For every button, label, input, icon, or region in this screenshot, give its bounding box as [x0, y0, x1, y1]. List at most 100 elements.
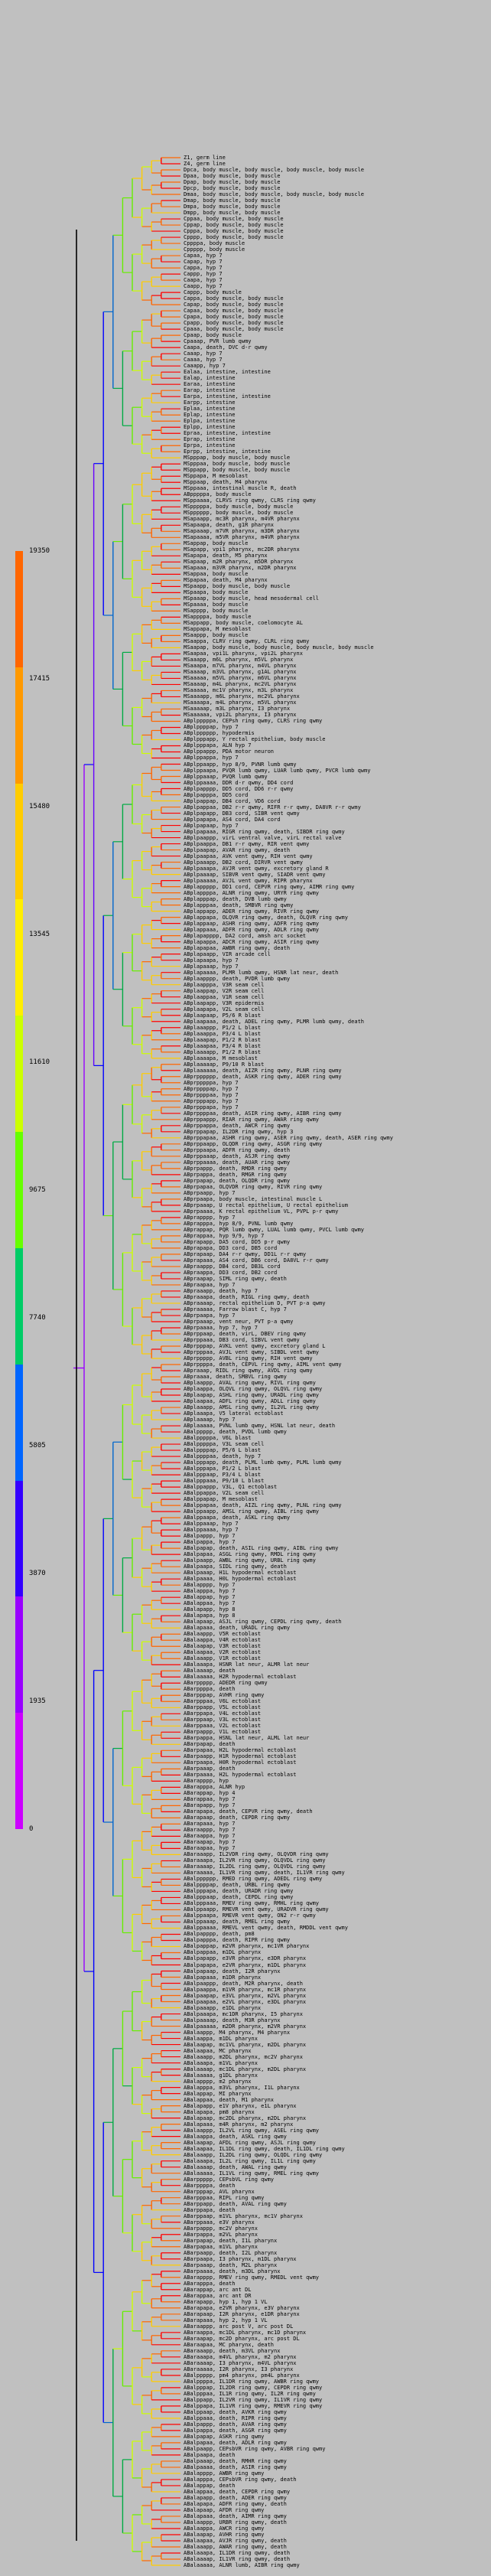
leaf-label: ABalppaaaa, hyp 7 — [184, 1527, 239, 1534]
leaf-label: ABarapaap, I2R pharynx, e1DR pharynx — [184, 2310, 300, 2317]
leaf-label: ABprpaaap, U rectal epithelium, U rectal… — [184, 1202, 348, 1208]
leaf-label: MSaaaap, m3VL pharynx, g1AL pharynx — [184, 669, 297, 676]
leaf-label: ABprpapaa, OLQVDR ring qwmy, RIVR ring q… — [184, 1183, 323, 1190]
leaf-label: Cpapp, body muscle, body muscle — [184, 320, 284, 327]
leaf-label: ABalapppa, CEPsbVR ring qwmy, death — [184, 2476, 297, 2483]
leaf-label: MSpppap, body muscle, body muscle — [184, 455, 291, 461]
leaf-label: ABarpapaa, H2L hypodermal ectoblast — [184, 1747, 297, 1754]
leaf-label: ABprppaaa, DB3 cord, SIBVL vent qwmy — [184, 1336, 300, 1343]
leaf-label: ABalaaaaa, IL1VL ring qwmy, RMEL ring qw… — [184, 2170, 320, 2177]
leaf-label: ABplpapapa, AS4 cord, DA4 cord — [184, 816, 281, 823]
leaf-label: ABalppapaa, death, AIZL ring qwmy, PLNL … — [184, 1502, 342, 1509]
leaf-label: ABalaaaap, mc1DL pharynx, m2DL pharynx — [184, 2066, 307, 2072]
leaf-label: ABplpppapa, ALN hyp 7 — [184, 742, 252, 749]
leaf-label: ABarappaa, hyp 7 — [184, 1796, 236, 1803]
leaf-label: ABalpppaaa, RMEV ring qwmy, RMHL ring qw… — [184, 1900, 320, 1907]
leaf-label: MSapapa, death, M5 pharynx — [184, 553, 268, 559]
leaf-label: ABplpaapap, AVAR ring qwmy, death — [184, 846, 291, 853]
leaf-label: MSpppppp, body muscle, body muscle — [184, 510, 294, 517]
leaf-label: MSpaapp, body muscle, body muscle — [184, 583, 291, 590]
leaf-label: ABalpaapap, e3VL pharynx, m2VL pharynx — [184, 1992, 307, 1999]
leaf-label: ABaraaaap, IL2DL ring qwmy, OLQVDL ring … — [184, 1864, 326, 1870]
leaf-label: ABalpppaap, P3/4 L blast — [184, 1472, 262, 1479]
leaf-label: ABalppaapa, death, ASKL ring qwmy — [184, 1515, 291, 1521]
leaf-label: ABalaaapa, HSNR lat neur, ALMR lat neur — [184, 1661, 310, 1668]
leaf-label: ABalppaaap, hyp 7 — [184, 1521, 239, 1528]
leaf-label: ABplpapaaa, RIGR ring qwmy, death, SIBDR… — [184, 828, 345, 835]
leaf-label: ABarpaapp, H1R hypodermal ectoblast — [184, 1753, 297, 1760]
leaf-label: ABprpaapa, hyp 7 — [184, 1312, 236, 1319]
leaf-label: ABalappaa, hyp 7 — [184, 1600, 236, 1607]
leaf-label: MSaaapa, m7VL pharynx, m4VL pharynx — [184, 663, 297, 670]
leaf-label: MSaappp, body muscle — [184, 632, 249, 639]
leaf-label: ABalaaapp, V1R ectoblast — [184, 1655, 262, 1662]
leaf-label: ABarppaap, V3L ectoblast — [184, 1717, 262, 1723]
leaf-label: Eplpp, intestine — [184, 424, 236, 431]
leaf-label: Caaaa, hyp 7 — [184, 357, 223, 364]
leaf-label: MSaapap, body muscle, body muscle, body … — [184, 644, 374, 651]
leaf-label: ABarapppp, RMEV ring qwmy, RMEDL vent qw… — [184, 2274, 320, 2281]
leaf-label: ABarpppaa, RIPL ring qwmy — [184, 2194, 265, 2201]
leaf-label: ABarppaaa, e3V pharynx — [184, 2219, 255, 2225]
scale-segment — [15, 783, 23, 900]
leaf-label: ABalpappp, hyp 7 — [184, 1533, 236, 1540]
leaf-label: ABprpppppa, hyp 7 — [184, 1079, 239, 1086]
leaf-label: ABalpppppp, RMED ring qwmy, ADEDL ring q… — [184, 1876, 323, 1883]
leaf-label: ABalpaappp, death, M2R pharynx, death — [184, 1980, 303, 1987]
leaf-label: ABplaapaa, ADFL ring qwmy, ADLL ring qwm… — [184, 1398, 316, 1405]
leaf-label: Eplaa, intestine — [184, 406, 236, 412]
leaf-label: ABplpaaapp, DB2 cord, DIRVR vent qwmy — [184, 859, 303, 866]
leaf-label: ABalapppp, hyp 7 — [184, 1582, 236, 1589]
leaf-label: ABplappaap, ASHR ring qwmy, ADFR ring qw… — [184, 920, 320, 927]
scale-segment — [15, 1596, 23, 1714]
leaf-label: ABprpaaaa, hyp 7, hyp 7 — [184, 1324, 258, 1331]
leaf-label: Capap, body muscle, body muscle — [184, 302, 284, 308]
leaf-label: ABalpaaap, H1L hypodermal ectoblast — [184, 1570, 297, 1577]
leaf-label: ABplapaapa, hyp 7 — [184, 957, 239, 964]
leaf-label: ABalppaap, death, AVKR ring qwmy — [184, 2408, 287, 2415]
leaf-label: ABplppaapp, hyp 8/9, PVNR lumb qwmy — [184, 761, 297, 768]
leaf-label: ABalppaapa, RMEVR vent qwmy, ON2 r-r qwm… — [184, 1912, 316, 1919]
leaf-label: ABalpapapp, e3VR pharynx, e3DR pharynx — [184, 1955, 307, 1962]
leaf-label: ABpraaap, RIDL ring qwmy, AVDL ring qwmy — [184, 1368, 313, 1374]
leaf-label: ABaraapap, hyp 7 — [184, 1839, 236, 1846]
leaf-label: Cpaaa, body muscle, body muscle — [184, 326, 284, 333]
leaf-label: ABplpaaaap, SIBVR vent qwmy, SIADR vent … — [184, 871, 326, 878]
leaf-label: ABalaapaa, AVJR ring qwmy, death — [184, 2537, 287, 2544]
leaf-label: ABaraaaaa, IL1VR ring qwmy, death, IL1VR… — [184, 1870, 345, 1877]
leaf-label: MSappaa, body muscle — [184, 571, 249, 578]
leaf-label: ABprpppapp, hyp 7 — [184, 1097, 239, 1104]
leaf-label: ABplppaaaa, DDR d-r qwmy, DD4 cord — [184, 779, 294, 786]
leaf-label: ABprppapap, IL2DR ring qwmy, hyp 3 — [184, 1128, 294, 1135]
leaf-label: Cpaap, body muscle — [184, 332, 242, 339]
leaf-label: ABarpaaap, death, M2L pharynx — [184, 2261, 278, 2268]
leaf-label: ABarppaap, m1VL pharynx, mc1V pharynx — [184, 2212, 303, 2219]
leaf-label: ABarappaa, arc ant DR — [184, 2292, 252, 2299]
leaf-label: ABplappaaa, ADFR ring qwmy, ADLR ring qw… — [184, 926, 320, 933]
leaf-label: Cappa, hyp 7 — [184, 265, 223, 272]
leaf-label: ABplaaaapa, M mesoblast — [184, 1055, 258, 1061]
leaf-label: ABarppapp, death, AVAL ring qwmy — [184, 2200, 287, 2207]
leaf-label: Cpppa, body muscle, body muscle — [184, 228, 284, 235]
leaf-label: ABarpppaa, V6L ectoblast — [184, 1698, 262, 1705]
leaf-label: ABalaapap, V3R ectoblast — [184, 1643, 262, 1650]
leaf-label: ABpraappa, DD3 cord, DB2 cord — [184, 1269, 278, 1276]
leaf-label: MSaaaaa, m5VL pharynx, m6VL pharynx — [184, 675, 297, 682]
scale-tick-label: 1935 — [29, 1697, 46, 1705]
leaf-label: ABplaaaaaa, death, AIZR ring qwmy, PLNR … — [184, 1067, 342, 1074]
leaf-label: MSpapaa, death, M4 pharynx — [184, 577, 268, 584]
leaf-label: MSapaaaa, m5VR pharynx, m4VR pharynx — [184, 534, 300, 541]
leaf-label: Caapa, death, DVC d-r qwmy — [184, 344, 268, 351]
leaf-label: Cppaa, body muscle, body muscle — [184, 216, 284, 223]
leaf-label: ABplaapapa, V2L seam cell — [184, 1006, 265, 1012]
leaf-label: MSpaaaa, body muscle — [184, 602, 249, 608]
leaf-label: MSaaaap, m4L pharynx, mc2VL pharynx — [184, 681, 297, 688]
leaf-label: Dpap, body muscle, body muscle — [184, 179, 281, 186]
leaf-label: MSappap, body muscle — [184, 540, 249, 547]
leaf-label: ABplppappa, hyp 7 — [184, 755, 239, 761]
leaf-label: ABalaappa, V4R ectoblast — [184, 1637, 262, 1644]
leaf-label: ABarpaapa, H0R hypodermal ectoblast — [184, 1759, 297, 1766]
scale-segment — [15, 1713, 23, 1829]
leaf-label: MSpaapa, body muscle — [184, 589, 249, 596]
